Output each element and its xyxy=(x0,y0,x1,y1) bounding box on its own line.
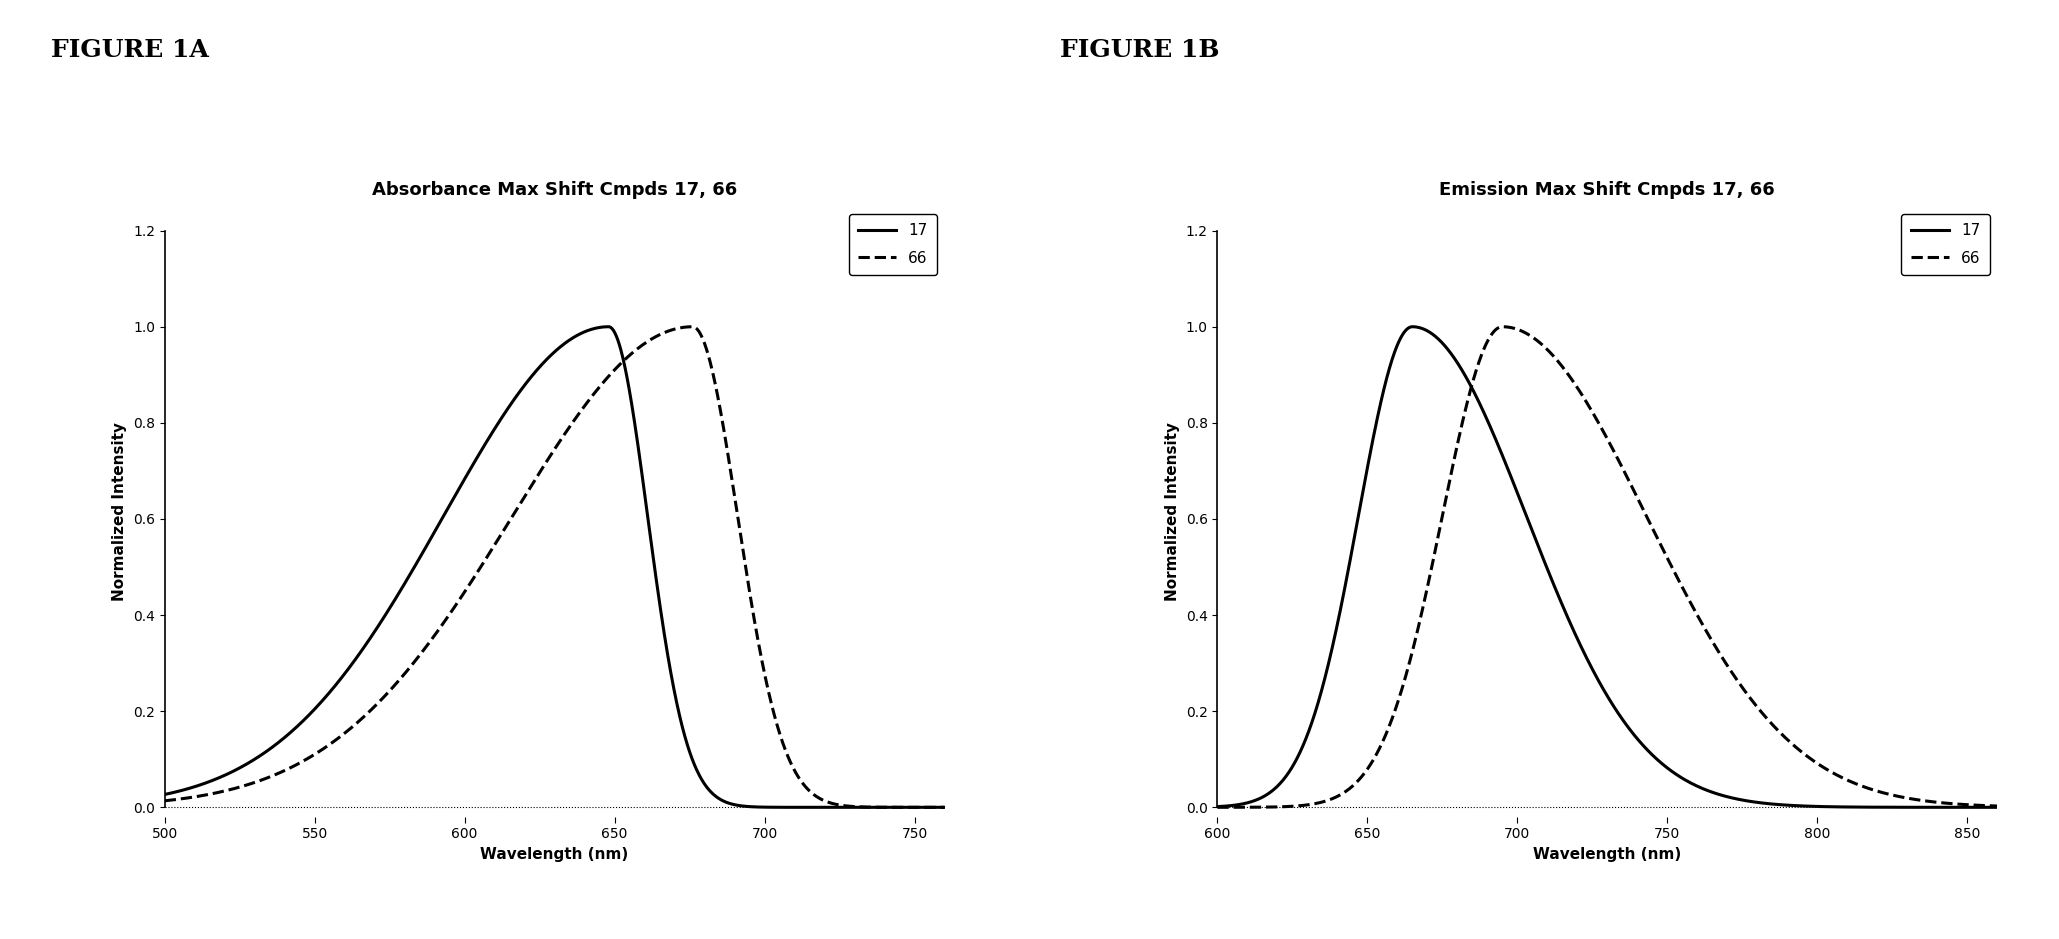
17 xyxy=(834,802,859,813)
17 xyxy=(1205,801,1229,812)
17 xyxy=(597,321,622,332)
17 xyxy=(1886,802,1911,813)
66 xyxy=(1538,347,1563,359)
17 xyxy=(451,475,476,486)
17 xyxy=(1293,731,1318,743)
Legend: 17, 66: 17, 66 xyxy=(1900,214,1989,275)
17 xyxy=(1970,802,1995,813)
Line: 17: 17 xyxy=(1217,327,1997,808)
66 xyxy=(451,588,476,599)
66 xyxy=(241,777,266,789)
66 xyxy=(916,802,941,813)
17 xyxy=(241,754,266,765)
Title: Emission Max Shift Cmpds 17, 66: Emission Max Shift Cmpds 17, 66 xyxy=(1439,181,1775,199)
66 xyxy=(834,800,859,811)
66 xyxy=(1886,791,1911,802)
66 xyxy=(1491,321,1515,332)
Y-axis label: Normalized Intensity: Normalized Intensity xyxy=(1165,423,1180,601)
Title: Absorbance Max Shift Cmpds 17, 66: Absorbance Max Shift Cmpds 17, 66 xyxy=(373,181,737,199)
17 xyxy=(1340,541,1365,552)
17 xyxy=(1505,485,1530,497)
17 xyxy=(1400,321,1425,332)
66 xyxy=(1505,323,1530,334)
Y-axis label: Normalized Intensity: Normalized Intensity xyxy=(113,423,128,601)
66 xyxy=(1970,800,1995,811)
Line: 17: 17 xyxy=(165,327,945,808)
17 xyxy=(288,718,313,730)
66 xyxy=(1293,799,1318,810)
X-axis label: Wavelength (nm): Wavelength (nm) xyxy=(1534,847,1682,862)
66 xyxy=(1205,802,1229,813)
Text: FIGURE 1A: FIGURE 1A xyxy=(51,38,210,62)
17 xyxy=(486,419,511,430)
66 xyxy=(679,321,704,332)
17 xyxy=(1985,802,2010,813)
Text: FIGURE 1B: FIGURE 1B xyxy=(1060,38,1219,62)
X-axis label: Wavelength (nm): Wavelength (nm) xyxy=(480,847,628,862)
66 xyxy=(1985,800,2010,811)
Line: 66: 66 xyxy=(165,327,945,808)
Line: 66: 66 xyxy=(1217,327,1997,808)
66 xyxy=(1340,780,1365,792)
66 xyxy=(933,802,957,813)
17 xyxy=(933,802,957,813)
17 xyxy=(152,789,177,800)
66 xyxy=(152,795,177,807)
66 xyxy=(486,534,511,546)
17 xyxy=(1538,571,1563,582)
17 xyxy=(916,802,941,813)
66 xyxy=(288,757,313,768)
Legend: 17, 66: 17, 66 xyxy=(848,214,937,275)
